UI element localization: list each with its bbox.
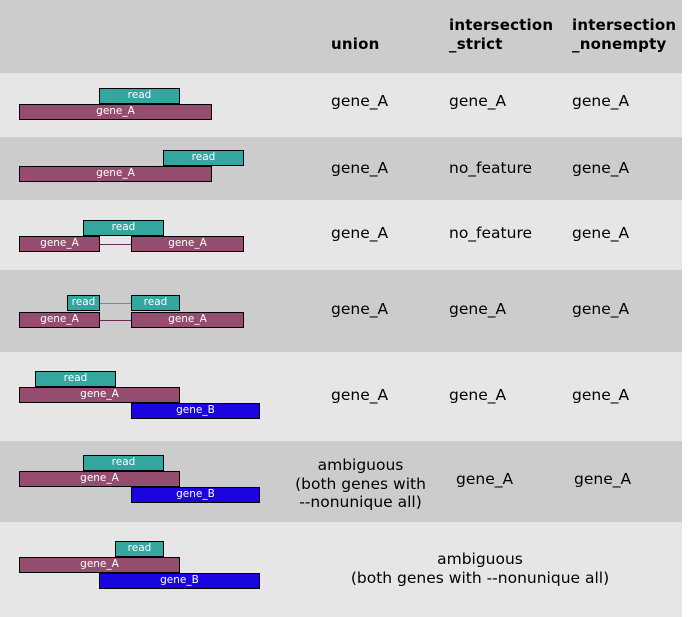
nonempty-result: gene_A	[572, 92, 630, 110]
union-result: ambiguous (both genes with --nonunique a…	[295, 456, 426, 511]
merged-result: ambiguous (both genes with --nonunique a…	[350, 550, 610, 587]
nonempty-result: gene_A	[572, 300, 630, 318]
read-pair-link-line	[100, 303, 131, 304]
gene-a-bar: gene_A	[19, 471, 180, 487]
read-bar: read	[83, 455, 164, 471]
strict-result: gene_A	[449, 386, 507, 404]
gene-a-bar: gene_A	[19, 104, 212, 120]
read-bar: read	[35, 371, 116, 387]
gene-a-exon-1-bar: gene_A	[19, 236, 100, 252]
union-result: gene_A	[331, 300, 389, 318]
gene-b-bar: gene_B	[131, 487, 260, 503]
nonempty-result: gene_A	[572, 159, 630, 177]
header-intersection-strict: intersection _strict	[449, 16, 554, 53]
read-mate-1-bar: read	[67, 295, 100, 311]
gene-a-exon-2-bar: gene_A	[131, 312, 244, 328]
union-result: gene_A	[331, 224, 389, 242]
union-result: gene_A	[331, 386, 389, 404]
strict-result: no_feature	[449, 159, 533, 177]
strict-result: no_feature	[449, 224, 533, 242]
gene-a-intron-line	[100, 320, 131, 321]
gene-a-bar: gene_A	[19, 387, 180, 403]
header-intersection-nonempty: intersection _nonempty	[572, 16, 677, 53]
gene-a-bar: gene_A	[19, 166, 212, 182]
nonempty-result: gene_A	[572, 224, 630, 242]
gene-a-bar: gene_A	[19, 557, 180, 573]
case-row: read gene_A gene_B gene_A gene_A gene_A	[0, 352, 682, 441]
case-row: read gene_A gene_A gene_A no_feature gen…	[0, 200, 682, 270]
gene-a-exon-1-bar: gene_A	[19, 312, 100, 328]
strict-result: gene_A	[456, 470, 514, 488]
union-result: gene_A	[331, 92, 389, 110]
strict-result: gene_A	[449, 300, 507, 318]
gene-a-intron-line	[100, 244, 131, 245]
read-bar: read	[99, 88, 180, 104]
case-row: read gene_A gene_B ambiguous (both genes…	[0, 522, 682, 617]
case-row: read read gene_A gene_A gene_A gene_A ge…	[0, 270, 682, 352]
union-result: gene_A	[331, 159, 389, 177]
case-row: read gene_A gene_A no_feature gene_A	[0, 137, 682, 200]
case-row: read gene_A gene_B ambiguous (both genes…	[0, 441, 682, 522]
case-row: read gene_A gene_A gene_A gene_A	[0, 73, 682, 137]
gene-b-bar: gene_B	[131, 403, 260, 419]
header-union: union	[331, 35, 380, 53]
read-bar: read	[163, 150, 244, 166]
read-bar: read	[115, 541, 164, 557]
gene-b-bar: gene_B	[99, 573, 260, 589]
gene-a-exon-2-bar: gene_A	[131, 236, 244, 252]
read-mate-2-bar: read	[131, 295, 180, 311]
read-bar: read	[83, 220, 164, 236]
strict-result: gene_A	[449, 92, 507, 110]
nonempty-result: gene_A	[574, 470, 632, 488]
nonempty-result: gene_A	[572, 386, 630, 404]
header-row: union intersection _strict intersection …	[0, 0, 682, 73]
